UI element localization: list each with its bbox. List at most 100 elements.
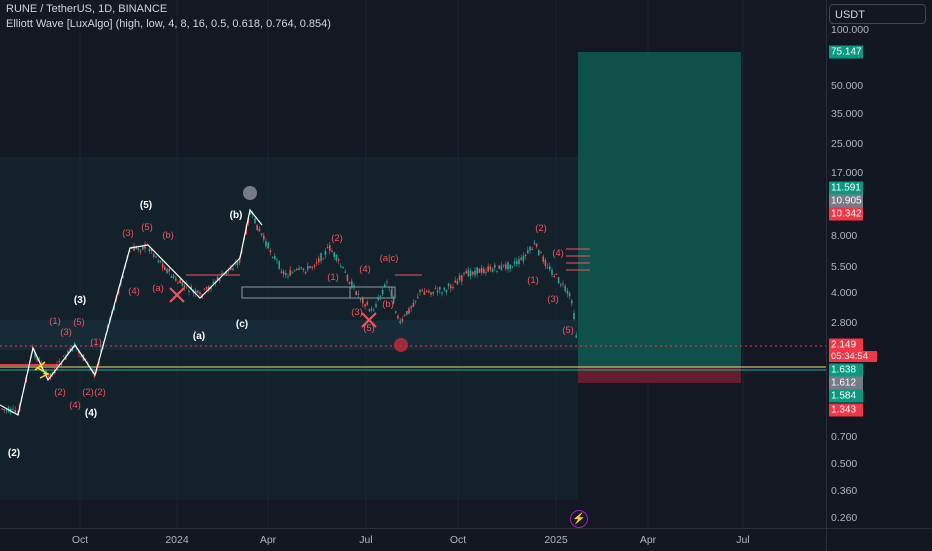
candle-body: [472, 271, 474, 275]
candle-body: [12, 408, 14, 410]
wave-label: (2): [8, 448, 20, 459]
wave-label: (a): [193, 331, 205, 342]
price-tick-label: 0.260: [831, 512, 858, 524]
wave-label: (5): [141, 222, 153, 233]
candle-body: [340, 266, 342, 268]
price-tick-label: 4.000: [831, 287, 858, 299]
candle-body: [333, 252, 335, 257]
candle-body: [221, 273, 223, 276]
candle-body: [285, 273, 287, 276]
price-tick-label: 25.000: [831, 138, 864, 150]
wave-label: (2): [535, 223, 547, 234]
price-badge: 10.905: [829, 194, 863, 208]
wave-label: (a|c): [380, 253, 399, 264]
candle-body: [456, 280, 459, 285]
price-axis[interactable]: [826, 0, 932, 528]
candle-body: [412, 302, 415, 307]
wave-label: (5): [73, 317, 85, 328]
candle-body: [452, 287, 454, 289]
candle-body: [346, 275, 349, 281]
candle-body: [401, 318, 404, 322]
candle-body: [3, 408, 5, 410]
candle-body: [516, 260, 518, 264]
price-tick-label: 8.000: [831, 230, 858, 242]
candle-body: [137, 248, 140, 250]
pivot-marker: [243, 186, 257, 200]
candle-body: [494, 264, 496, 269]
candle-body: [47, 375, 49, 377]
candle-body: [439, 286, 441, 290]
candle-body: [300, 267, 302, 269]
candle-body: [386, 281, 388, 283]
candle-body: [524, 254, 527, 256]
candle-body: [368, 309, 371, 312]
candle-body: [403, 315, 406, 317]
candle-body: [364, 304, 366, 307]
candle-body: [359, 298, 362, 300]
wave-label: (2): [82, 387, 94, 398]
candle-body: [331, 251, 333, 253]
candle-body: [150, 248, 153, 252]
lightning-icon[interactable]: ⚡: [570, 510, 588, 528]
candle-body: [478, 268, 481, 273]
candle-body: [80, 355, 82, 357]
wave-label: (4): [552, 248, 564, 259]
wave-label: (3): [351, 307, 363, 318]
candle-body: [254, 218, 256, 224]
candle-body: [390, 290, 393, 297]
candle-body: [443, 287, 445, 290]
candle-body: [113, 306, 115, 310]
candle-body: [232, 268, 234, 271]
candle-body: [463, 272, 465, 275]
wave-label: (4): [69, 400, 81, 411]
candle-body: [179, 279, 181, 284]
pivot-marker: [394, 338, 408, 352]
candle-body: [351, 281, 353, 289]
candle-body: [265, 241, 267, 247]
candle-body: [425, 290, 428, 292]
time-axis[interactable]: Oct 2024 Apr Jul Oct 2025 Apr Jul: [0, 528, 826, 551]
price-badge: 10.342: [829, 207, 863, 221]
candle-body: [509, 264, 511, 269]
price-tick-label: 2.800: [831, 317, 858, 329]
price-badge: 75.147: [829, 45, 863, 59]
axis-corner: [826, 528, 932, 551]
candle-body: [511, 266, 514, 268]
candle-body: [289, 269, 291, 276]
bar-countdown: 05:34:54: [829, 351, 877, 362]
time-tick-label: Oct: [71, 534, 89, 546]
candle-body: [298, 267, 300, 270]
candle-body: [474, 270, 476, 276]
candle-body: [397, 315, 399, 319]
candle-body: [177, 282, 179, 284]
candle-body: [520, 257, 522, 260]
candle-body: [568, 293, 571, 297]
candle-body: [362, 298, 364, 304]
candle-body: [538, 249, 540, 256]
candle-body: [318, 258, 320, 263]
candle-body: [181, 281, 184, 286]
candle-body: [560, 284, 562, 286]
candle-body: [159, 260, 162, 263]
candle-body: [172, 275, 175, 278]
candle-body: [324, 250, 327, 255]
candle-body: [188, 290, 190, 292]
candle-body: [491, 268, 494, 273]
candle-body: [450, 285, 452, 289]
price-tick-label: 0.360: [831, 485, 858, 497]
candle-body: [370, 308, 373, 310]
candle-body: [395, 311, 397, 313]
candle-body: [469, 270, 472, 276]
price-chart[interactable]: (2) (3) (4) (5) (a) (b) (c) (1) (2) (3) (4) (5) (a) (…: [0, 0, 826, 528]
candle-body: [335, 254, 338, 261]
candle-body: [502, 264, 505, 266]
indicator-legend[interactable]: Elliott Wave [LuxAlgo] (high, low, 4, 8,…: [6, 18, 331, 30]
candle-body: [505, 264, 507, 269]
candle-body: [122, 275, 124, 278]
currency-selector-button[interactable]: USDT: [829, 4, 926, 24]
wave-label: (3): [547, 294, 559, 305]
candle-body: [564, 285, 566, 292]
candle-body: [100, 349, 102, 353]
chart-area[interactable]: (2) (3) (4) (5) (a) (b) (c) (1) (2) (3) (4) (5) (a) (…: [0, 0, 826, 528]
candle-body: [311, 266, 313, 268]
